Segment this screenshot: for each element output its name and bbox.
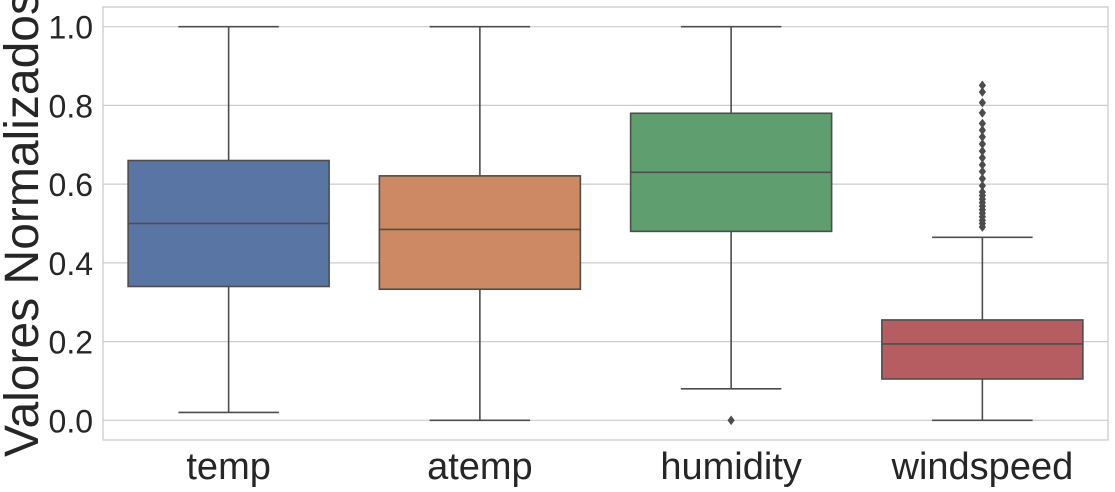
plot-frame <box>102 6 1109 441</box>
outlier-point <box>978 108 986 118</box>
y-tick-label: 0.8 <box>49 88 93 124</box>
outlier-point <box>978 180 986 191</box>
box-temp <box>127 25 330 414</box>
outlier-point <box>978 152 986 163</box>
x-tick-label: atemp <box>427 446 533 488</box>
outlier-point <box>978 146 986 156</box>
x-tick-label: humidity <box>660 446 802 488</box>
box-humidity <box>629 25 833 426</box>
boxes <box>127 25 1084 426</box>
outlier-point <box>978 87 986 97</box>
box-atemp <box>378 25 582 422</box>
y-tick-labels: 0.0 0.2 0.4 0.6 0.8 1.0 <box>49 10 93 440</box>
outlier-point <box>978 97 986 108</box>
outlier-point <box>978 173 986 184</box>
x-tick-labels: temp atemp humidity windspeed <box>186 446 1073 488</box>
outlier-point <box>978 139 986 149</box>
box-windspeed <box>881 80 1084 422</box>
outlier-point <box>978 166 986 177</box>
y-tick-label: 0.4 <box>49 246 93 282</box>
outlier-point <box>978 118 986 129</box>
outlier-point <box>978 125 986 136</box>
y-tick-label: 0.2 <box>49 325 93 361</box>
outlier-point <box>727 415 735 426</box>
outlier-point <box>978 160 986 170</box>
y-axis-label: Valores Normalizados <box>0 0 49 457</box>
outlier-point <box>978 80 986 91</box>
x-tick-label: windspeed <box>891 446 1074 488</box>
outlier-point <box>978 132 986 142</box>
outlier-point <box>978 187 986 197</box>
iqr-box <box>881 319 1084 380</box>
y-tick-label: 0.0 <box>49 403 93 439</box>
y-tick-label: 0.6 <box>49 167 93 203</box>
y-tick-label: 1.0 <box>49 10 93 46</box>
iqr-box <box>378 175 582 291</box>
x-tick-label: temp <box>186 446 270 488</box>
